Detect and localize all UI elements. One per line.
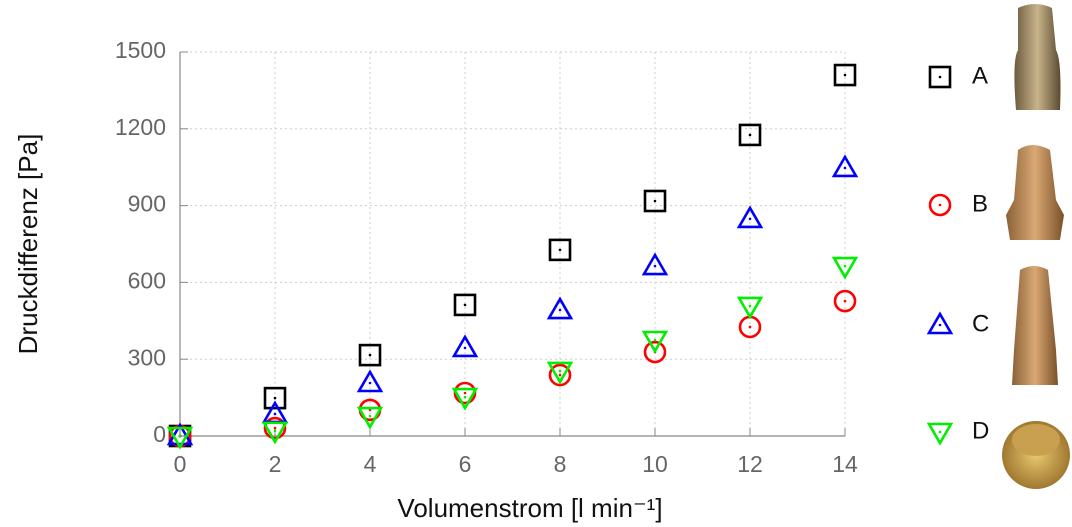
point [736,296,764,320]
point-dot [843,73,847,77]
legend-label: D [972,417,989,444]
x-tick-label: 4 [364,451,377,477]
point-dot [273,429,277,433]
x-tick-label: 2 [269,451,282,477]
legend-label: B [972,190,988,217]
point [833,289,857,313]
photo-a [1014,4,1061,110]
point-dot [463,391,467,395]
point [546,296,574,320]
point [641,252,669,276]
point [831,154,859,178]
legend-marker-dot [938,323,942,327]
photos [1002,4,1070,489]
legend-label: C [972,310,989,337]
point [261,421,289,445]
point-dot [368,381,372,385]
point [451,387,479,411]
photo-c [1012,266,1058,385]
axis-frame [179,52,845,437]
point-dot [463,303,467,307]
legend-marker-dot [938,75,942,79]
legend-label: A [972,62,988,89]
point-dot [463,346,467,350]
point [643,189,667,213]
legend-marker [926,422,954,446]
point [643,340,667,364]
point-dot [463,395,467,399]
point [263,386,287,410]
y-tick-label: 1500 [115,37,166,63]
point [358,343,382,367]
point-dot [653,199,657,203]
point [548,238,572,262]
point [548,363,572,387]
x-tick-label: 12 [737,451,763,477]
point-dot [273,426,277,430]
point-dot [843,299,847,303]
point-dot [178,434,182,438]
point [356,406,384,430]
photo-d-mesh [1012,424,1060,456]
legend-marker-dot [938,203,942,207]
point-dot [748,133,752,137]
point-dot [273,412,277,416]
point-dot [273,396,277,400]
y-tick-label: 1200 [115,114,166,140]
y-tick-label: 900 [128,191,166,217]
point [356,369,384,393]
point [641,330,669,354]
point [831,256,859,280]
legend-marker [926,311,954,335]
point [263,416,287,440]
point [736,205,764,229]
y-tick-label: 600 [128,267,166,293]
x-tick-label: 0 [174,451,187,477]
legend-marker [928,193,952,217]
point-dot [558,248,562,252]
point-dot [843,264,847,268]
point [166,422,194,446]
point-dot [558,373,562,377]
point-dot [748,325,752,329]
legend-marker-dot [938,430,942,434]
x-tick-label: 6 [459,451,472,477]
point [453,293,477,317]
y-axis-label: Druckdifferenz [Pa] [13,134,43,355]
photo-b [1006,145,1064,240]
x-tick-label: 14 [832,451,858,477]
point [166,426,194,450]
point-dot [748,217,752,221]
point [833,63,857,87]
legend-marker [928,65,952,89]
point-dot [558,369,562,373]
point [738,123,762,147]
point-dot [653,338,657,342]
x-tick-label: 10 [642,451,668,477]
point-dot [368,353,372,357]
point-dot [843,166,847,170]
point-dot [558,308,562,312]
x-axis-label: Volumenstrom [l min⁻¹] [397,493,662,523]
point [451,334,479,358]
point-dot [748,304,752,308]
y-tick-label: 0 [153,421,166,447]
x-tick-label: 8 [554,451,567,477]
y-tick-label: 300 [128,344,166,370]
point-dot [368,414,372,418]
point-dot [653,264,657,268]
point [546,361,574,385]
